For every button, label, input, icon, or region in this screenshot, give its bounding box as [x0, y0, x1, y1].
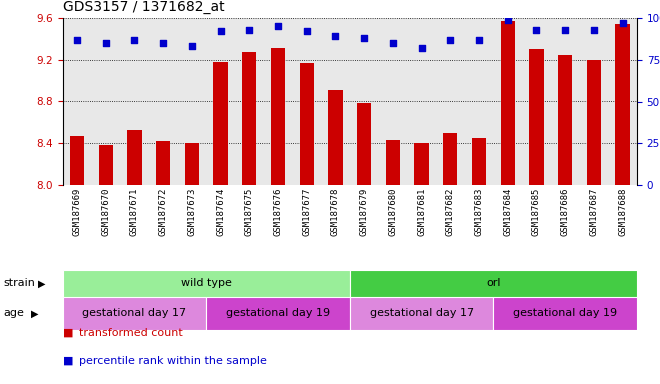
Bar — [156, 141, 170, 185]
Text: GSM187687: GSM187687 — [589, 187, 599, 236]
Point — [531, 26, 542, 33]
Bar — [500, 21, 515, 185]
Bar — [63, 270, 350, 297]
Point — [617, 20, 628, 26]
Point — [445, 36, 455, 43]
Text: GSM187680: GSM187680 — [388, 187, 397, 236]
Text: percentile rank within the sample: percentile rank within the sample — [79, 356, 267, 366]
Point — [187, 43, 197, 50]
Text: GDS3157 / 1371682_at: GDS3157 / 1371682_at — [63, 0, 224, 14]
Text: strain: strain — [3, 278, 35, 288]
Bar — [98, 145, 113, 185]
Bar — [615, 24, 630, 185]
Text: GSM187681: GSM187681 — [417, 187, 426, 236]
Point — [302, 28, 312, 35]
Bar — [213, 62, 228, 185]
Text: ■: ■ — [63, 328, 73, 338]
Point — [273, 23, 283, 30]
Text: ■: ■ — [63, 356, 73, 366]
Bar — [472, 138, 486, 185]
Text: GSM187682: GSM187682 — [446, 187, 455, 236]
Text: GSM187670: GSM187670 — [101, 187, 110, 236]
Point — [416, 45, 427, 51]
Text: GSM187674: GSM187674 — [216, 187, 225, 236]
Text: gestational day 17: gestational day 17 — [82, 308, 187, 318]
Text: GSM187686: GSM187686 — [560, 187, 570, 236]
Bar — [206, 297, 350, 330]
Bar — [300, 63, 314, 185]
Text: transformed count: transformed count — [79, 328, 183, 338]
Text: GSM187684: GSM187684 — [503, 187, 512, 236]
Text: ▶: ▶ — [38, 278, 45, 288]
Text: GSM187672: GSM187672 — [158, 187, 168, 236]
Bar — [271, 48, 285, 185]
Bar — [558, 55, 572, 185]
Text: age: age — [3, 308, 24, 318]
Text: orl: orl — [486, 278, 500, 288]
Point — [100, 40, 111, 46]
Bar — [587, 60, 601, 185]
Text: ▶: ▶ — [31, 308, 38, 318]
Text: GSM187673: GSM187673 — [187, 187, 197, 236]
Point — [215, 28, 226, 35]
Bar — [529, 49, 544, 185]
Bar — [414, 143, 429, 185]
Text: GSM187679: GSM187679 — [360, 187, 369, 236]
Bar — [63, 297, 206, 330]
Bar — [443, 133, 457, 185]
Bar — [328, 90, 343, 185]
Text: gestational day 19: gestational day 19 — [226, 308, 330, 318]
Point — [244, 26, 255, 33]
Point — [72, 36, 82, 43]
Bar — [350, 297, 493, 330]
Bar — [350, 270, 637, 297]
Text: GSM187677: GSM187677 — [302, 187, 312, 236]
Bar — [242, 53, 257, 185]
Bar — [185, 143, 199, 185]
Text: GSM187669: GSM187669 — [73, 187, 82, 236]
Bar — [127, 130, 142, 185]
Point — [502, 17, 513, 23]
Text: GSM187675: GSM187675 — [245, 187, 254, 236]
Point — [560, 26, 570, 33]
Point — [158, 40, 168, 46]
Bar — [70, 136, 84, 185]
Bar — [493, 297, 637, 330]
Point — [589, 26, 599, 33]
Point — [387, 40, 398, 46]
Point — [359, 35, 370, 41]
Bar — [385, 140, 400, 185]
Text: wild type: wild type — [181, 278, 232, 288]
Text: GSM187678: GSM187678 — [331, 187, 340, 236]
Text: GSM187683: GSM187683 — [475, 187, 484, 236]
Text: gestational day 17: gestational day 17 — [370, 308, 474, 318]
Text: gestational day 19: gestational day 19 — [513, 308, 617, 318]
Bar — [357, 103, 372, 185]
Text: GSM187688: GSM187688 — [618, 187, 627, 236]
Point — [474, 36, 484, 43]
Point — [330, 33, 341, 40]
Text: GSM187676: GSM187676 — [273, 187, 282, 236]
Text: GSM187685: GSM187685 — [532, 187, 541, 236]
Text: GSM187671: GSM187671 — [130, 187, 139, 236]
Point — [129, 36, 140, 43]
